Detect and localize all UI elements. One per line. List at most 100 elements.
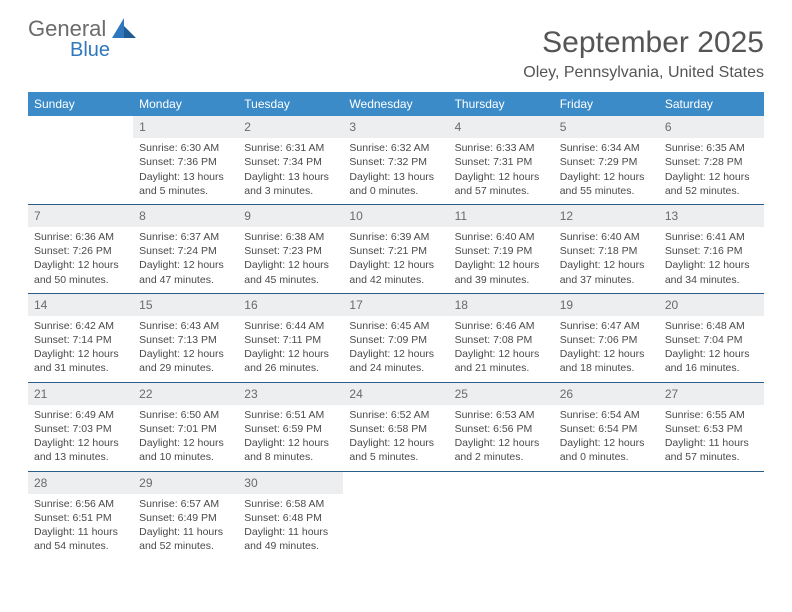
weekday-header: Wednesday [343, 92, 448, 116]
sunset-text: Sunset: 7:03 PM [28, 422, 133, 436]
sunrise-text: Sunrise: 6:35 AM [659, 141, 764, 155]
sunset-text: Sunset: 7:31 PM [449, 155, 554, 169]
calendar-cell: 11Sunrise: 6:40 AMSunset: 7:19 PMDayligh… [449, 205, 554, 293]
calendar-cell: 22Sunrise: 6:50 AMSunset: 7:01 PMDayligh… [133, 383, 238, 471]
day-number: 27 [659, 383, 764, 405]
calendar: SundayMondayTuesdayWednesdayThursdayFrid… [28, 92, 764, 559]
calendar-cell [449, 472, 554, 560]
daylight-text: Daylight: 12 hours and 34 minutes. [659, 258, 764, 286]
calendar-cell: 16 Sunrise: 6:44 AMSunset: 7:11 PMDayligh… [238, 294, 343, 382]
sunrise-text: Sunrise: 6:40 AM [449, 230, 554, 244]
sunrise-text: Sunrise: 6:45 AM [343, 319, 448, 333]
daylight-text: Daylight: 12 hours and 5 minutes. [343, 436, 448, 464]
calendar-week: 14Sunrise: 6:42 AMSunset: 7:14 PMDayligh… [28, 294, 764, 383]
day-number: 29 [133, 472, 238, 494]
calendar-cell: 2Sunrise: 6:31 AMSunset: 7:34 PMDaylight… [238, 116, 343, 204]
sunrise-text: Sunrise: 6:32 AM [343, 141, 448, 155]
weekday-header: Tuesday [238, 92, 343, 116]
weekday-header-row: SundayMondayTuesdayWednesdayThursdayFrid… [28, 92, 764, 116]
sunrise-text: Sunrise: 6:53 AM [449, 408, 554, 422]
daylight-text: Daylight: 12 hours and 8 minutes. [238, 436, 343, 464]
calendar-week: 7Sunrise: 6:36 AMSunset: 7:26 PMDaylight… [28, 205, 764, 294]
sunset-text: Sunset: 7:11 PM [238, 333, 343, 347]
sunrise-text: Sunrise: 6:57 AM [133, 497, 238, 511]
sunrise-text: Sunrise: 6:49 AM [28, 408, 133, 422]
sunrise-text: Sunrise: 6:34 AM [554, 141, 659, 155]
calendar-cell [28, 116, 133, 204]
calendar-cell: 4Sunrise: 6:33 AMSunset: 7:31 PMDaylight… [449, 116, 554, 204]
calendar-cell: 19Sunrise: 6:47 AMSunset: 7:06 PMDayligh… [554, 294, 659, 382]
calendar-cell: 13Sunrise: 6:41 AMSunset: 7:16 PMDayligh… [659, 205, 764, 293]
daylight-text: Daylight: 12 hours and 16 minutes. [659, 347, 764, 375]
daylight-text: Daylight: 12 hours and 26 minutes. [238, 347, 343, 375]
calendar-cell: 27Sunrise: 6:55 AMSunset: 6:53 PMDayligh… [659, 383, 764, 471]
daylight-text: Daylight: 12 hours and 50 minutes. [28, 258, 133, 286]
daylight-text: Daylight: 12 hours and 24 minutes. [343, 347, 448, 375]
day-number: 20 [659, 294, 764, 316]
calendar-cell: 26Sunrise: 6:54 AMSunset: 6:54 PMDayligh… [554, 383, 659, 471]
day-number: 7 [28, 205, 133, 227]
sunset-text: Sunset: 7:06 PM [554, 333, 659, 347]
sunrise-text: Sunrise: 6:46 AM [449, 319, 554, 333]
weekday-header: Monday [133, 92, 238, 116]
weekday-header: Saturday [659, 92, 764, 116]
calendar-cell: 20Sunrise: 6:48 AMSunset: 7:04 PMDayligh… [659, 294, 764, 382]
day-number [28, 116, 133, 138]
day-number: 28 [28, 472, 133, 494]
sunrise-text: Sunrise: 6:31 AM [238, 141, 343, 155]
daylight-text: Daylight: 12 hours and 55 minutes. [554, 170, 659, 198]
calendar-cell: 10Sunrise: 6:39 AMSunset: 7:21 PMDayligh… [343, 205, 448, 293]
sunrise-text: Sunrise: 6:42 AM [28, 319, 133, 333]
sunset-text: Sunset: 6:48 PM [238, 511, 343, 525]
brand-name-2: Blue [70, 40, 110, 60]
day-number: 16 [238, 294, 343, 316]
day-number [554, 472, 659, 494]
sunset-text: Sunset: 7:21 PM [343, 244, 448, 258]
day-number: 14 [28, 294, 133, 316]
daylight-text: Daylight: 12 hours and 52 minutes. [659, 170, 764, 198]
day-number [659, 472, 764, 494]
sunset-text: Sunset: 7:08 PM [449, 333, 554, 347]
calendar-cell: 9Sunrise: 6:38 AMSunset: 7:23 PMDaylight… [238, 205, 343, 293]
day-number: 5 [554, 116, 659, 138]
calendar-cell: 1Sunrise: 6:30 AMSunset: 7:36 PMDaylight… [133, 116, 238, 204]
sunset-text: Sunset: 7:01 PM [133, 422, 238, 436]
calendar-cell [659, 472, 764, 560]
day-number: 8 [133, 205, 238, 227]
sunset-text: Sunset: 7:14 PM [28, 333, 133, 347]
daylight-text: Daylight: 12 hours and 42 minutes. [343, 258, 448, 286]
sunrise-text: Sunrise: 6:37 AM [133, 230, 238, 244]
daylight-text: Daylight: 13 hours and 0 minutes. [343, 170, 448, 198]
daylight-text: Daylight: 12 hours and 39 minutes. [449, 258, 554, 286]
daylight-text: Daylight: 12 hours and 57 minutes. [449, 170, 554, 198]
sunrise-text: Sunrise: 6:58 AM [238, 497, 343, 511]
daylight-text: Daylight: 12 hours and 18 minutes. [554, 347, 659, 375]
day-number: 3 [343, 116, 448, 138]
calendar-week: 21Sunrise: 6:49 AMSunset: 7:03 PMDayligh… [28, 383, 764, 472]
calendar-cell [554, 472, 659, 560]
day-number: 15 [133, 294, 238, 316]
brand-mark-icon [112, 18, 138, 42]
sunrise-text: Sunrise: 6:54 AM [554, 408, 659, 422]
calendar-cell: 15Sunrise: 6:43 AMSunset: 7:13 PMDayligh… [133, 294, 238, 382]
daylight-text: Daylight: 11 hours and 52 minutes. [133, 525, 238, 553]
day-number: 25 [449, 383, 554, 405]
daylight-text: Daylight: 12 hours and 31 minutes. [28, 347, 133, 375]
calendar-cell: 30Sunrise: 6:58 AMSunset: 6:48 PMDayligh… [238, 472, 343, 560]
calendar-cell: 14 Sunrise: 6:42 AMSunset: 7:14 PMDayligh… [28, 294, 133, 382]
sunrise-text: Sunrise: 6:51 AM [238, 408, 343, 422]
sunrise-text: Sunrise: 6:55 AM [659, 408, 764, 422]
calendar-cell: 7Sunrise: 6:36 AMSunset: 7:26 PMDaylight… [28, 205, 133, 293]
sunrise-text: Sunrise: 6:43 AM [133, 319, 238, 333]
calendar-cell: 3Sunrise: 6:32 AMSunset: 7:32 PMDaylight… [343, 116, 448, 204]
day-number: 17 [343, 294, 448, 316]
sunset-text: Sunset: 7:26 PM [28, 244, 133, 258]
sunrise-text: Sunrise: 6:44 AM [238, 319, 343, 333]
sunset-text: Sunset: 6:58 PM [343, 422, 448, 436]
day-number: 19 [554, 294, 659, 316]
calendar-cell: 18Sunrise: 6:46 AMSunset: 7:08 PMDayligh… [449, 294, 554, 382]
sunrise-text: Sunrise: 6:33 AM [449, 141, 554, 155]
calendar-cell: 28Sunrise: 6:56 AMSunset: 6:51 PMDayligh… [28, 472, 133, 560]
daylight-text: Daylight: 12 hours and 2 minutes. [449, 436, 554, 464]
daylight-text: Daylight: 11 hours and 54 minutes. [28, 525, 133, 553]
